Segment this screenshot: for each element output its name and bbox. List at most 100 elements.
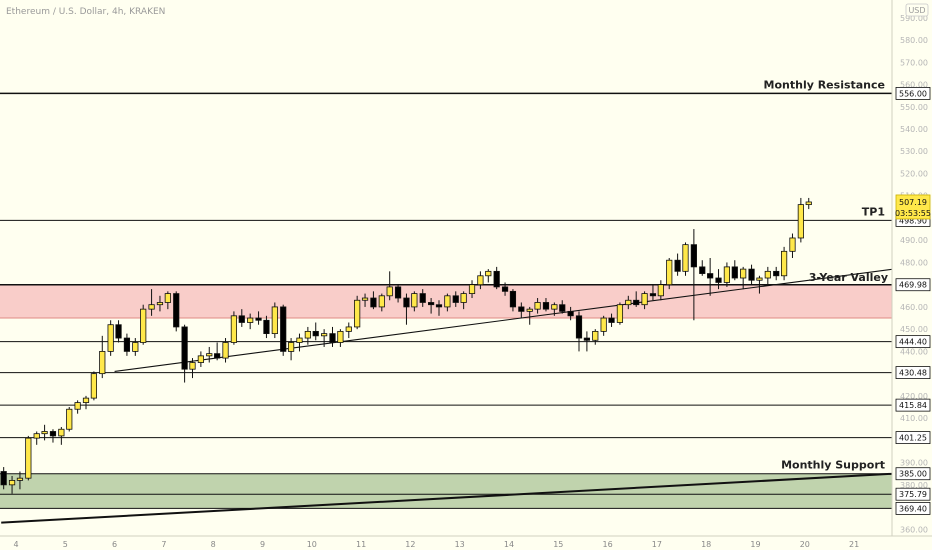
candle-up[interactable] xyxy=(444,295,451,308)
candle-up[interactable] xyxy=(354,299,361,328)
candle-up[interactable] xyxy=(805,201,812,206)
candle-up[interactable] xyxy=(230,315,238,343)
candle-up[interactable] xyxy=(99,351,106,375)
time-axis[interactable]: 4 5 6 7 8 9 10 11 12 13 14 15 16 17 18 19 20 21 xyxy=(0,535,932,549)
candle-up[interactable] xyxy=(74,402,81,410)
candle-down[interactable] xyxy=(49,431,57,437)
candle-down[interactable] xyxy=(748,268,755,281)
candle-down[interactable] xyxy=(699,266,706,274)
candle-down[interactable] xyxy=(419,293,426,303)
candle-down[interactable] xyxy=(394,286,402,299)
candle-up[interactable] xyxy=(247,317,254,323)
candle-down[interactable] xyxy=(608,317,615,323)
candle-up[interactable] xyxy=(222,342,229,359)
candle-up[interactable] xyxy=(780,250,788,277)
price-axis[interactable]: 360.00370.00380.00390.00400.00410.00420.… xyxy=(891,0,932,536)
candle-up[interactable] xyxy=(132,342,139,352)
candle-up[interactable] xyxy=(592,330,599,341)
candle-up[interactable] xyxy=(197,355,204,363)
candle-down[interactable] xyxy=(238,315,245,323)
candle-up[interactable] xyxy=(321,333,328,337)
candle-down[interactable] xyxy=(509,290,517,308)
candle-down[interactable] xyxy=(181,326,188,370)
candle-down[interactable] xyxy=(567,310,574,317)
candle-up[interactable] xyxy=(189,362,196,370)
candle-up[interactable] xyxy=(90,373,97,399)
candle-up[interactable] xyxy=(287,342,295,352)
candle-up[interactable] xyxy=(526,308,533,312)
candle-up[interactable] xyxy=(386,286,393,297)
candle-down[interactable] xyxy=(280,306,287,352)
candle-up[interactable] xyxy=(164,293,171,303)
candle-down[interactable] xyxy=(263,319,270,335)
candle-up[interactable] xyxy=(25,437,32,479)
candle-down[interactable] xyxy=(649,293,657,297)
candle-down[interactable] xyxy=(518,306,525,312)
candle-up[interactable] xyxy=(616,304,624,323)
candle-up[interactable] xyxy=(485,270,492,277)
candle-up[interactable] xyxy=(534,302,541,310)
candle-up[interactable] xyxy=(107,324,114,352)
candle-down[interactable] xyxy=(452,295,459,303)
candle-up[interactable] xyxy=(206,353,213,357)
candle-up[interactable] xyxy=(551,304,558,310)
candle-up[interactable] xyxy=(411,293,418,308)
candle-up[interactable] xyxy=(8,479,16,486)
candle-up[interactable] xyxy=(789,237,796,252)
candle-down[interactable] xyxy=(501,286,509,292)
candle-down[interactable] xyxy=(123,337,131,352)
candle-up[interactable] xyxy=(16,477,24,481)
candle-down[interactable] xyxy=(731,266,738,279)
candle-down[interactable] xyxy=(773,270,780,277)
candle-up[interactable] xyxy=(378,295,385,308)
candle-down[interactable] xyxy=(403,297,410,308)
candle-up[interactable] xyxy=(657,284,664,297)
candle-up[interactable] xyxy=(33,433,40,439)
candle-down[interactable] xyxy=(542,302,550,310)
candle-down[interactable] xyxy=(583,337,590,341)
candle-up[interactable] xyxy=(140,308,147,343)
candle-up[interactable] xyxy=(460,293,467,303)
candle-up[interactable] xyxy=(271,306,278,335)
candle-down[interactable] xyxy=(329,333,336,343)
candle-down[interactable] xyxy=(435,304,443,308)
candle-up[interactable] xyxy=(666,259,673,286)
candle-up[interactable] xyxy=(764,270,771,279)
candle-up[interactable] xyxy=(641,293,648,306)
candle-up[interactable] xyxy=(58,428,65,437)
candle-down[interactable] xyxy=(214,353,221,359)
candle-up[interactable] xyxy=(337,330,344,343)
candle-down[interactable] xyxy=(707,273,714,279)
candle-up[interactable] xyxy=(723,266,731,283)
candle-down[interactable] xyxy=(715,277,722,283)
candle-up[interactable] xyxy=(361,297,369,301)
candle-down[interactable] xyxy=(115,324,122,339)
candle-down[interactable] xyxy=(0,471,7,486)
candle-down[interactable] xyxy=(493,270,500,288)
candle-up[interactable] xyxy=(477,275,484,286)
candle-up[interactable] xyxy=(600,317,607,332)
candle-up[interactable] xyxy=(66,408,73,430)
candle-down[interactable] xyxy=(428,302,435,306)
candle-up[interactable] xyxy=(304,330,311,339)
candle-down[interactable] xyxy=(312,330,319,337)
candle-up[interactable] xyxy=(468,284,476,294)
candle-down[interactable] xyxy=(690,244,697,268)
candle-down[interactable] xyxy=(559,304,566,312)
candle-up[interactable] xyxy=(41,431,48,435)
candle-down[interactable] xyxy=(674,259,681,272)
candle-down[interactable] xyxy=(255,317,262,321)
candle-up[interactable] xyxy=(625,299,632,306)
candle-down[interactable] xyxy=(173,293,180,328)
candle-up[interactable] xyxy=(345,326,352,332)
candle-up[interactable] xyxy=(148,304,155,310)
candle-down[interactable] xyxy=(370,297,377,308)
candle-up[interactable] xyxy=(82,397,90,403)
candle-up[interactable] xyxy=(756,277,763,281)
candle-up[interactable] xyxy=(797,204,804,239)
candle-down[interactable] xyxy=(575,315,583,339)
candle-up[interactable] xyxy=(682,244,689,272)
candle-up[interactable] xyxy=(740,268,747,279)
candle-up[interactable] xyxy=(156,302,164,306)
